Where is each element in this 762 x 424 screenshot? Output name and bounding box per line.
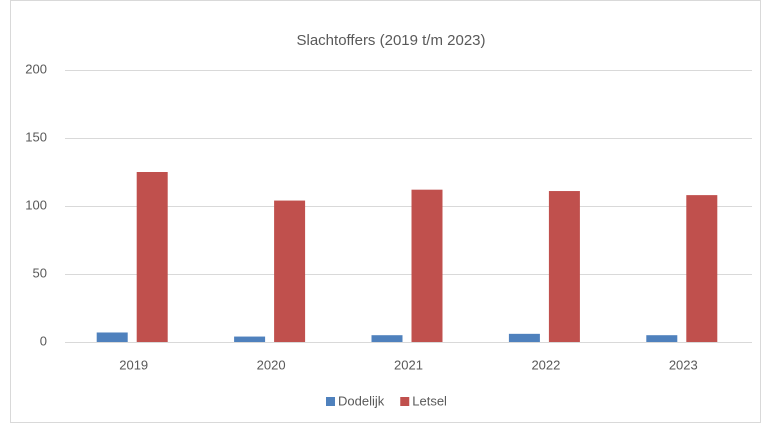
x-tick-label: 2023 (669, 357, 698, 372)
bar (411, 189, 443, 342)
bar (274, 200, 306, 342)
legend-label: Dodelijk (338, 393, 385, 408)
x-tick-label: 2020 (257, 357, 286, 372)
bar (548, 191, 580, 342)
bar (508, 333, 540, 342)
x-tick-label: 2019 (119, 357, 148, 372)
bar (136, 172, 168, 342)
bar (371, 335, 403, 342)
legend-label: Letsel (412, 393, 447, 408)
y-tick-label: 0 (40, 333, 47, 348)
bar (686, 195, 718, 342)
legend-swatch (326, 397, 335, 406)
y-tick-label: 50 (33, 265, 47, 280)
y-tick-label: 150 (25, 129, 47, 144)
y-tick-label: 200 (25, 61, 47, 76)
bar (234, 336, 266, 342)
bar (646, 335, 678, 342)
legend-swatch (400, 397, 410, 406)
x-tick-label: 2022 (531, 357, 560, 372)
x-tick-label: 2021 (394, 357, 423, 372)
bar (96, 332, 128, 342)
chart-title: Slachtoffers (2019 t/m 2023) (297, 32, 486, 49)
y-tick-label: 100 (25, 197, 47, 212)
